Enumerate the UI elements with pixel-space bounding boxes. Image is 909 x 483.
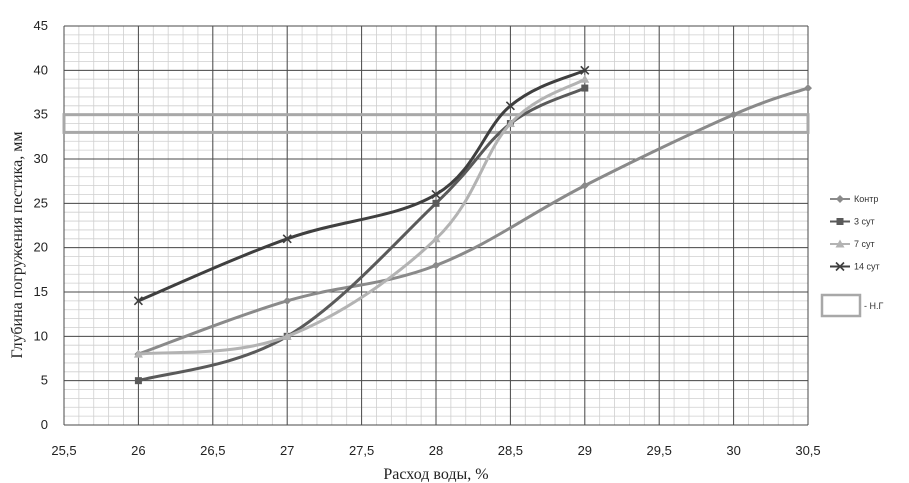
legend-label: Контр: [854, 194, 878, 204]
data-point: [580, 74, 590, 83]
legend-item-band: - Н.Г: [820, 293, 883, 318]
x-tick-label: 26: [131, 443, 145, 458]
x-tick-label: 27,5: [349, 443, 374, 458]
data-point: [505, 119, 515, 128]
data-point: [505, 101, 515, 111]
y-tick-label: 15: [34, 284, 48, 299]
data-point: [432, 199, 440, 207]
legend-label: - Н.Г: [864, 301, 883, 311]
legend: Контр 3 сут 7 сут 14 сут - Н.Г: [820, 194, 883, 318]
legend-marker: [836, 195, 844, 203]
series-line: [136, 77, 587, 356]
x-tick-label: 30,5: [795, 443, 820, 458]
x-tick-label: 29: [578, 443, 592, 458]
series-line: [136, 86, 587, 383]
legend-label: 7 сут: [854, 239, 875, 249]
legend-label: 3 сут: [854, 217, 875, 227]
x-tick-label: 26,5: [200, 443, 225, 458]
y-tick-label: 5: [41, 373, 48, 388]
y-tick-label: 25: [34, 195, 48, 210]
y-tick-label: 30: [34, 151, 48, 166]
legend-item: 7 сут: [830, 239, 875, 249]
series-layer: [133, 65, 812, 385]
normal-consistency-band: [62, 113, 810, 134]
y-tick-label: 10: [34, 328, 48, 343]
legend-item: 3 сут: [830, 217, 875, 227]
data-point: [133, 296, 143, 306]
series-3: [133, 74, 590, 358]
x-tick-label: 29,5: [647, 443, 672, 458]
y-tick-label: 40: [34, 62, 48, 77]
y-tick-label: 45: [34, 18, 48, 33]
data-point: [581, 84, 589, 92]
y-tick-labels: 0 5 10 15 20 25 30 35 40 45: [34, 18, 48, 432]
x-axis-title: Расход воды, %: [383, 466, 488, 483]
data-point: [282, 331, 292, 340]
data-point: [431, 234, 441, 243]
y-axis-title: Глубина погружения пестика, мм: [9, 132, 26, 359]
x-tick-label: 25,5: [51, 443, 76, 458]
data-point: [431, 189, 441, 200]
series-4: [133, 65, 590, 306]
data-point: [283, 296, 292, 305]
series-1: [134, 84, 812, 359]
data-point: [580, 181, 589, 190]
legend-marker: [835, 239, 845, 248]
legend-marker: [835, 261, 845, 272]
x-tick-label: 28,5: [498, 443, 523, 458]
x-tick-label: 28: [429, 443, 443, 458]
data-point: [729, 110, 738, 119]
major-grid: [63, 25, 809, 426]
legend-band-swatch: [820, 293, 862, 318]
data-point: [804, 84, 812, 93]
x-tick-label: 30: [726, 443, 740, 458]
data-point: [580, 65, 590, 75]
y-tick-label: 20: [34, 240, 48, 255]
data-point: [282, 234, 292, 244]
legend-marker: [836, 218, 844, 225]
series-line: [136, 68, 587, 303]
y-tick-label: 0: [41, 417, 48, 432]
data-point: [432, 261, 440, 270]
y-tick-label: 35: [34, 107, 48, 122]
data-point: [134, 377, 142, 385]
legend-item: Контр: [830, 194, 878, 204]
x-tick-label: 27: [280, 443, 294, 458]
legend-label: 14 сут: [854, 262, 880, 272]
data-point: [133, 349, 143, 358]
legend-item: 14 сут: [830, 262, 880, 272]
x-tick-labels: 25,5 26 26,5 27 27,5 28 28,5 29 29,5 30 30,5: [51, 443, 820, 458]
